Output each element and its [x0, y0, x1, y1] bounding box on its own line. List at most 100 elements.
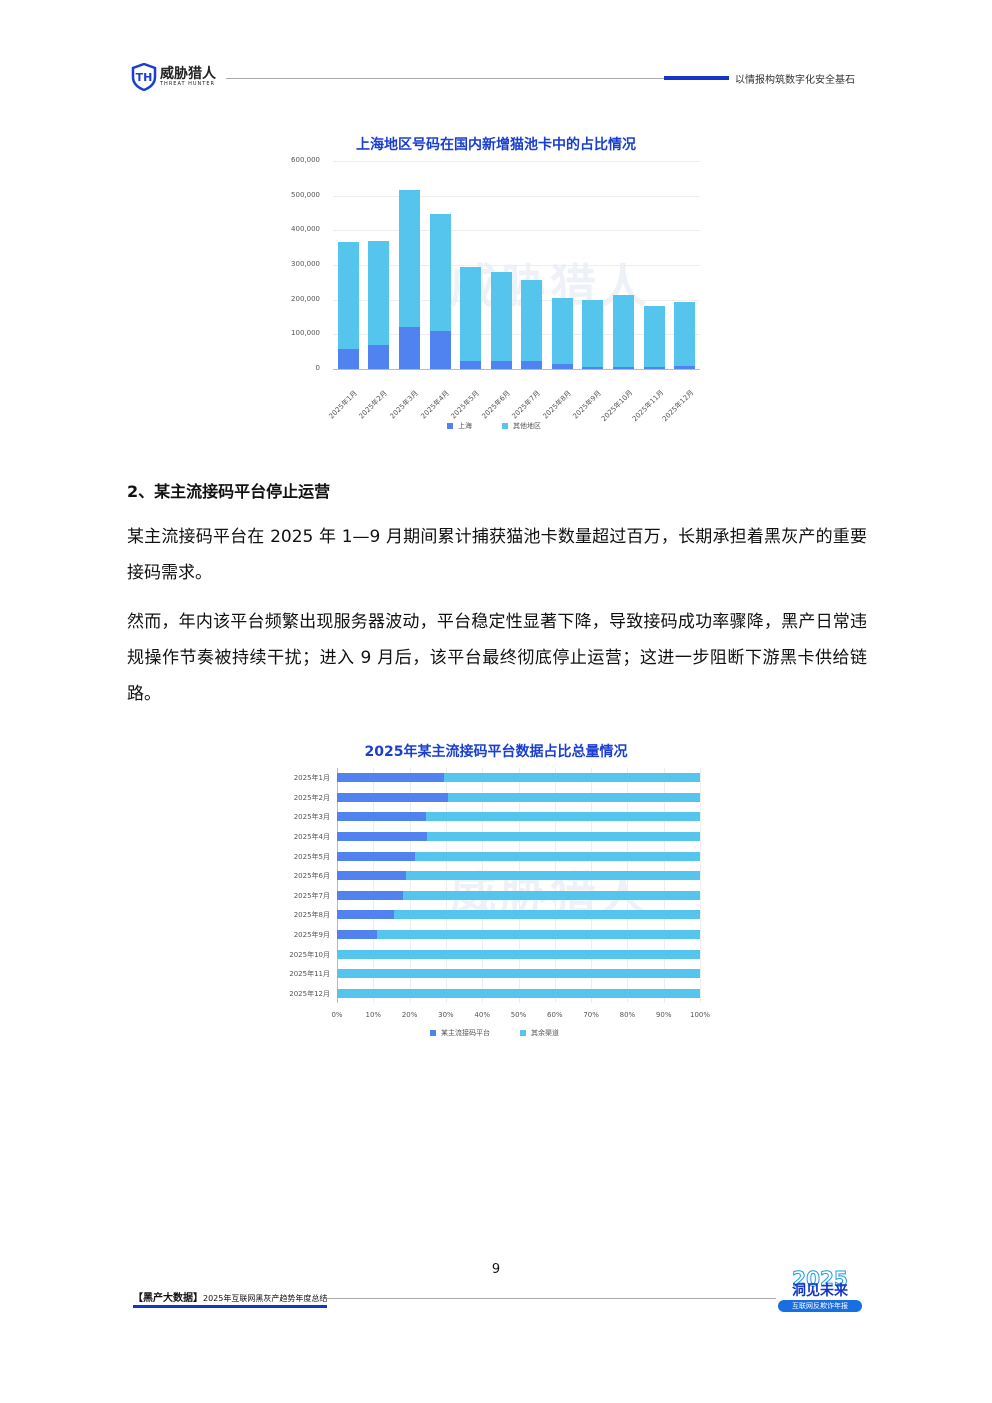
chart2-legend: 某主流接码平台 其余渠道 [430, 1028, 559, 1038]
bar-segment [398, 189, 420, 328]
brand-name-en: THREAT HUNTER [160, 81, 215, 87]
section-heading: 2、某主流接码平台停止运营 [127, 482, 331, 501]
gridline [554, 768, 556, 1003]
y-tick-label: 200,000 [291, 294, 320, 303]
y-tick-label: 2025年7月 [293, 891, 330, 900]
bar-segment [337, 349, 359, 369]
bar-segment [447, 792, 700, 802]
y-tick-label: 2025年2月 [293, 793, 330, 802]
page-number: 9 [491, 1262, 501, 1277]
bar-segment [674, 302, 696, 366]
x-tick-label: 80% [619, 1011, 636, 1019]
y-tick-label: 2025年1月 [293, 774, 330, 783]
bar-segment [337, 832, 427, 842]
gridline [591, 768, 593, 1003]
y-tick-label: 2025年11月 [289, 970, 330, 979]
x-tick-label: 2025年6月 [480, 389, 512, 421]
x-tick-label: 40% [474, 1011, 490, 1019]
y-tick-label: 2025年12月 [289, 989, 330, 998]
bar-segment [405, 871, 700, 881]
gridline [518, 768, 520, 1003]
gridline [333, 230, 700, 232]
gridline [409, 768, 411, 1003]
bar-segment [521, 361, 543, 369]
bar-segment [337, 949, 700, 959]
y-tick-label: 2025年10月 [289, 950, 330, 959]
y-tick-label: 500,000 [291, 190, 320, 199]
bar-segment [376, 929, 700, 939]
logo-subtitle: 互联网反欺诈年报 [778, 1300, 862, 1312]
bar-segment [337, 969, 700, 979]
y-tick-label: 2025年9月 [293, 930, 330, 939]
bar-segment [415, 851, 700, 861]
legend-swatch [430, 1030, 436, 1036]
x-tick-label: 10% [365, 1011, 382, 1019]
gridline [445, 768, 447, 1003]
chart1-title: 上海地区号码在国内新增猫池卡中的占比情况 [356, 137, 636, 153]
x-tick-label: 2025年4月 [419, 389, 451, 421]
bar-segment [337, 910, 394, 920]
header-divider [226, 78, 664, 79]
bar-segment [402, 890, 700, 900]
x-tick-label: 50% [510, 1011, 527, 1019]
brand-name: 威胁猎人 [160, 66, 216, 82]
bar-segment [551, 364, 573, 369]
footer-title: 2025年互联网黑灰产趋势年度总结 [203, 1294, 328, 1303]
bar-segment [521, 279, 543, 362]
logo-title: 洞见未来 [792, 1283, 848, 1299]
bar-segment [398, 327, 420, 369]
y-tick-label: 0 [315, 364, 320, 372]
bar-segment [444, 773, 700, 783]
y-tick-label: 2025年5月 [293, 852, 330, 861]
gridline [373, 768, 375, 1003]
bar-segment [460, 360, 482, 369]
bar-segment [613, 366, 635, 369]
bar-segment [551, 297, 573, 365]
bar-segment [337, 929, 377, 939]
bar-segment [337, 812, 427, 822]
legend-label: 上海 [458, 422, 472, 430]
bar-segment [429, 214, 451, 331]
bar-segment [582, 367, 604, 369]
bar-segment [368, 240, 390, 345]
gridline [700, 768, 701, 1003]
y-tick-label: 400,000 [291, 225, 320, 234]
x-tick-label: 2025年7月 [510, 389, 543, 421]
gridline [333, 299, 700, 301]
header-accent-bar [664, 76, 729, 80]
y-tick-label: 2025年6月 [293, 872, 330, 881]
x-tick-label: 2025年9月 [571, 389, 604, 421]
bar-segment [393, 910, 700, 920]
bar-segment [426, 832, 700, 842]
gridline [627, 768, 629, 1003]
y-tick-label: 600,000 [291, 156, 320, 164]
paragraph: 然而，年内该平台频繁出现服务器波动，平台稳定性显著下降，导致接码成功率骤降，黑产… [127, 612, 867, 704]
legend-label: 其余渠道 [531, 1029, 559, 1037]
bar-segment [337, 871, 406, 881]
x-tick-label: 100% [689, 1011, 710, 1019]
logo-year: 2025 [792, 1267, 849, 1291]
y-tick-label: 100,000 [291, 329, 320, 338]
gridline [333, 195, 700, 197]
bar-segment [337, 851, 416, 861]
gridline [333, 369, 700, 370]
chart2-title: 2025年某主流接码平台数据占比总量情况 [364, 744, 628, 760]
x-tick-label: 20% [401, 1011, 418, 1019]
x-tick-label: 60% [547, 1011, 563, 1019]
footer-tag: 【黑产大数据】 [133, 1293, 203, 1304]
bar-segment [337, 890, 403, 900]
x-tick-label: 2025年10月 [599, 388, 635, 424]
gridline [333, 161, 700, 162]
bar-segment [582, 300, 604, 368]
legend-swatch [520, 1030, 526, 1036]
bar-segment [613, 295, 635, 367]
x-tick-label: 90% [655, 1011, 672, 1019]
gridline [337, 768, 338, 1003]
bar-segment [460, 267, 482, 361]
legend-swatch [447, 423, 453, 429]
y-tick-label: 300,000 [291, 260, 320, 268]
bar-segment [490, 271, 512, 362]
bar-segment [426, 812, 700, 822]
y-tick-label: 2025年3月 [293, 813, 330, 822]
